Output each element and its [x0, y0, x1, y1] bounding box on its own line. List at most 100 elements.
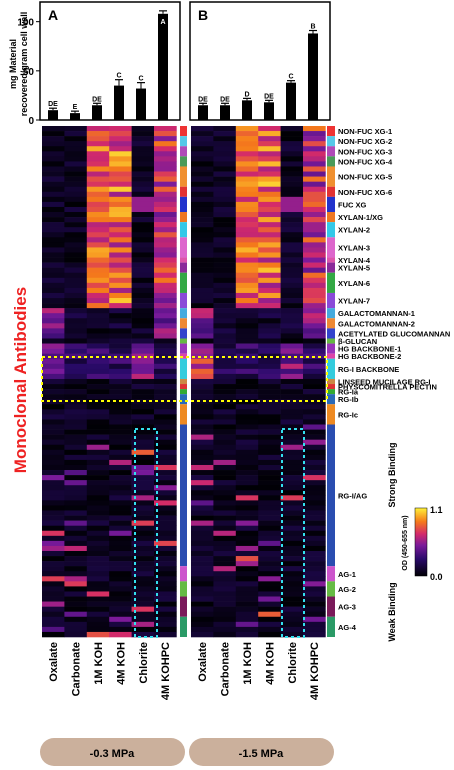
heatmap-cell: [154, 333, 177, 339]
heatmap-cell: [303, 631, 326, 638]
heatmap-cell: [64, 343, 88, 349]
heatmap-cell: [131, 510, 155, 516]
heatmap-cell: [280, 449, 304, 456]
chlorite-highlight-box-b: [281, 428, 305, 638]
heatmap-cell: [280, 272, 304, 279]
heatmap-cell: [109, 287, 132, 294]
heatmap-cell: [213, 626, 237, 633]
heatmap-cell: [42, 227, 65, 233]
bar-1m-koh: [92, 105, 102, 120]
heatmap-cell: [154, 378, 177, 385]
heatmap-cell: [191, 146, 214, 152]
antibody-group-swatch: [180, 212, 187, 223]
significance-letter: C: [288, 74, 293, 81]
panel-b-frame: [189, 1, 331, 121]
heatmap-cell: [86, 616, 110, 623]
heatmap-cell: [191, 576, 214, 582]
heatmap-cell: [42, 222, 65, 228]
heatmap-cell: [235, 414, 259, 420]
antibody-group-swatch: [327, 186, 335, 197]
heatmap-cell: [64, 333, 88, 339]
heatmap-cell: [258, 601, 281, 607]
heatmap-cell: [191, 287, 214, 294]
heatmap-cell: [303, 591, 326, 597]
heatmap-cell: [86, 454, 110, 461]
heatmap-cell: [191, 338, 214, 344]
heatmap-cell: [64, 495, 88, 501]
heatmap-cell: [86, 459, 110, 466]
heatmap-cell: [213, 363, 237, 370]
heatmap-cell: [213, 394, 237, 400]
heatmap-cell: [258, 540, 281, 547]
heatmap-cell: [191, 384, 214, 390]
heatmap-cell: [154, 429, 177, 435]
chlorite-highlight-box-a: [134, 428, 158, 638]
heatmap-cell: [154, 313, 177, 319]
heatmap-cell: [86, 480, 110, 486]
heatmap-cell: [131, 181, 155, 188]
heatmap-cell: [42, 601, 65, 607]
heatmap-cell: [303, 581, 326, 587]
heatmap-cell: [154, 621, 177, 628]
heatmap-cell: [258, 176, 281, 182]
heatmap-cell: [258, 561, 281, 567]
heatmap-cell: [86, 272, 110, 279]
heatmap-cell: [42, 616, 65, 623]
heatmap-cell: [280, 596, 304, 602]
heatmap-cell: [213, 166, 237, 172]
heatmap-cell: [280, 328, 304, 334]
heatmap-cell: [131, 566, 155, 572]
heatmap-cell: [86, 429, 110, 435]
heatmap-cell: [191, 191, 214, 198]
heatmap-cell: [42, 262, 65, 268]
heatmap-cell: [235, 358, 259, 365]
heatmap-cell: [258, 262, 281, 268]
antibody-group-swatch: [180, 272, 187, 293]
heatmap-cell: [154, 161, 177, 167]
heatmap-cell: [131, 318, 155, 324]
antibody-group-swatch: [180, 308, 187, 319]
heatmap-cell: [109, 232, 132, 238]
heatmap-cell: [42, 449, 65, 456]
heatmap-cell: [191, 626, 214, 633]
colorbar-title: OD (450-655 nm): [402, 515, 409, 570]
heatmap-cell: [131, 495, 155, 501]
heatmap-cell: [109, 247, 132, 253]
heatmap-cell: [154, 475, 177, 481]
heatmap-cell: [109, 318, 132, 324]
heatmap-cell: [86, 424, 110, 430]
heatmap-cell: [154, 287, 177, 294]
heatmap-cell: [86, 571, 110, 577]
heatmap-cell: [213, 141, 237, 147]
heatmap-cell: [154, 515, 177, 521]
antibody-group-swatch: [180, 338, 187, 344]
heatmap-cell: [191, 201, 214, 208]
heatmap-cell: [258, 616, 281, 623]
heatmap-cell: [191, 500, 214, 506]
y-axis-label-line2: recovered/gram cell wall: [19, 12, 29, 117]
antibody-group-swatch: [327, 272, 335, 293]
heatmap-cell: [86, 439, 110, 446]
heatmap-cell: [191, 631, 214, 638]
heatmap-cell: [213, 191, 237, 198]
heatmap-cell: [109, 540, 132, 547]
heatmap-cell: [109, 262, 132, 268]
heatmap-cell: [213, 212, 237, 218]
heatmap-cell: [235, 201, 259, 208]
heatmap-cell: [64, 530, 88, 537]
heatmap-cell: [64, 444, 88, 451]
heatmap-cell: [280, 363, 304, 370]
heatmap-cell: [42, 146, 65, 152]
antibody-group-swatch: [327, 126, 335, 137]
heatmap-cell: [154, 151, 177, 157]
heatmap-cell: [64, 606, 88, 613]
heatmap-cell: [154, 343, 177, 349]
heatmap-cell: [303, 262, 326, 268]
heatmap-cell: [280, 373, 304, 380]
heatmap-cell: [64, 581, 88, 587]
heatmap-cell: [42, 444, 65, 451]
heatmap-cell: [64, 171, 88, 177]
panel-b: B DE DE D DE C B: [189, 1, 331, 121]
heatmap-cell: [131, 373, 155, 380]
heatmap-cell: [131, 459, 155, 466]
